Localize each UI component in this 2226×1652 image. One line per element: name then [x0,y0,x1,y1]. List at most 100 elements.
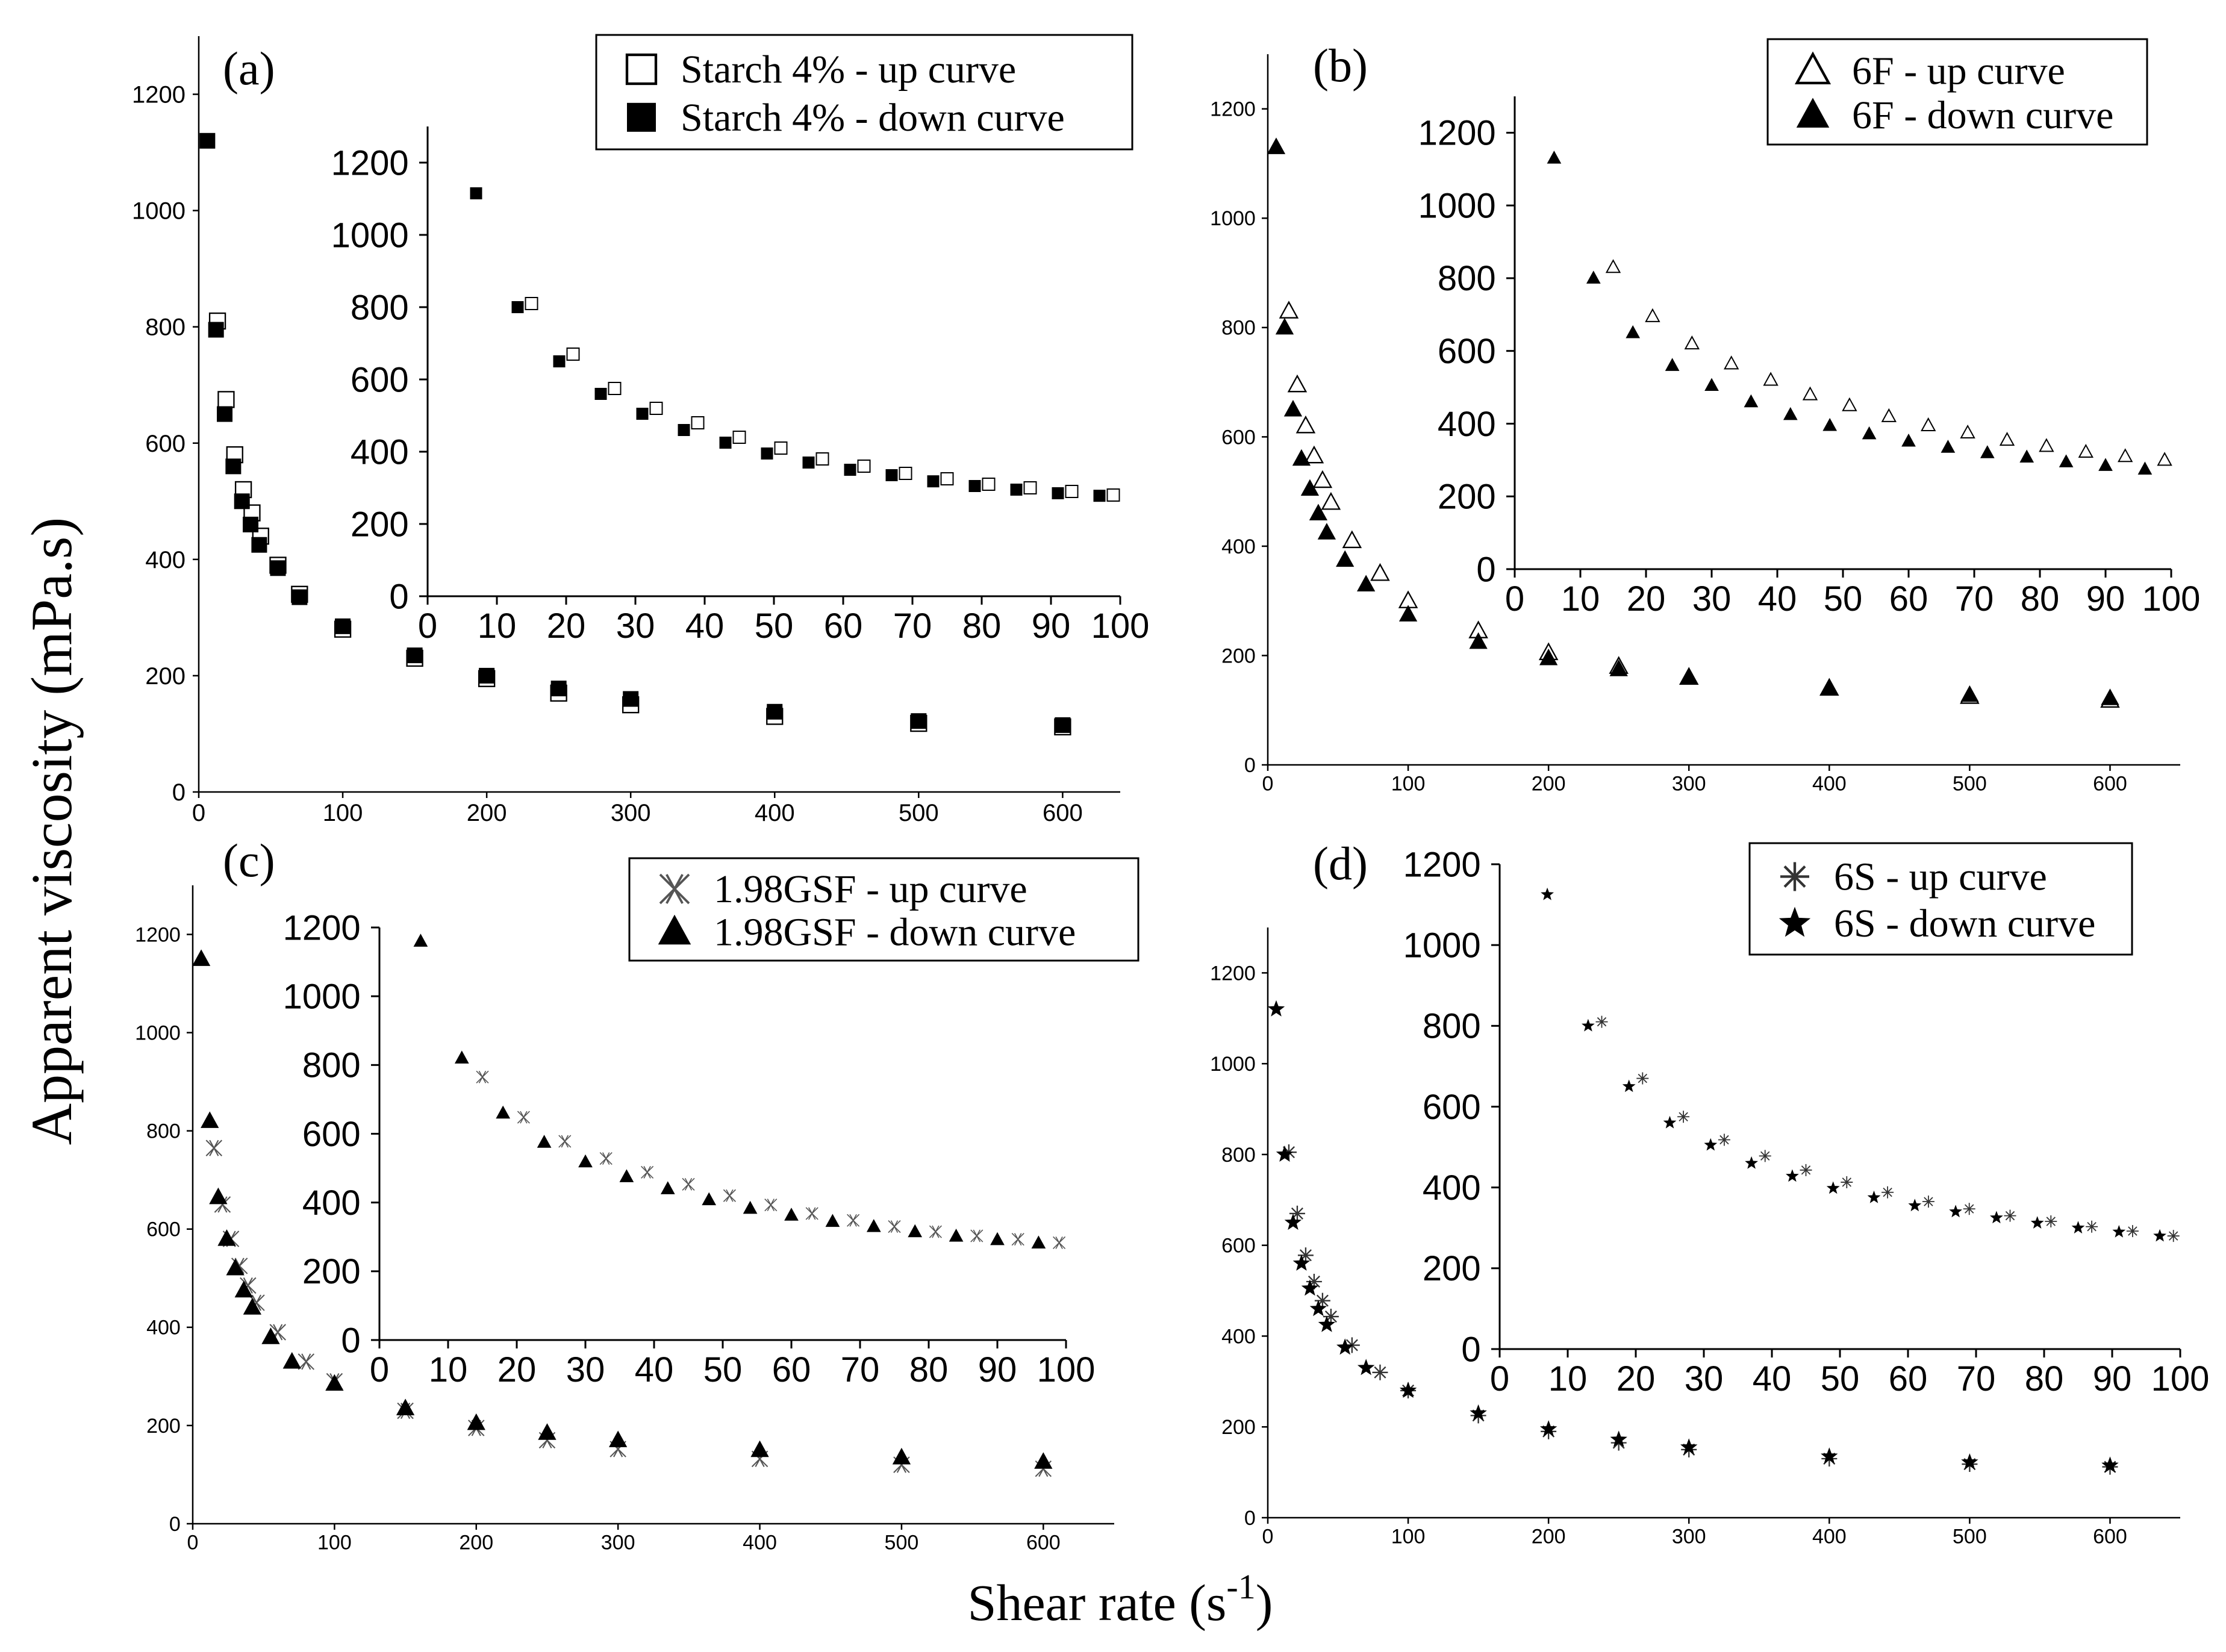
panel-d-legend-label: 6S - down curve [1834,902,2095,946]
panel-d-main-down-point [1267,1000,1285,1017]
panel-b-inset-down-point [1704,378,1719,391]
panel-c-main-down-point [750,1440,769,1457]
panel-d-main-down-point [1301,1279,1319,1296]
panel-c-inset-up-point [847,1214,860,1227]
panel-a-main-y-tick-label: 400 [145,547,186,573]
panel-a-main-down-point [217,406,233,422]
x-axis-label-close: ) [1256,1574,1273,1632]
panel-b-main-y-tick-label: 0 [1244,754,1256,777]
panel-d-main-down-point [1961,1453,1978,1470]
panel-d-main-x-tick-label: 500 [1953,1525,1987,1548]
panel-c-main-y-tick-label: 600 [146,1218,181,1241]
panel-d-main-down-point [1821,1447,1838,1464]
panel-a-inset-up-point [608,382,622,395]
x-axis-label-superscript: -1 [1226,1567,1255,1606]
panel-c-inset-x-tick-label: 80 [909,1350,949,1389]
panel-d-inset-down-point [1704,1138,1718,1151]
panel-b-inset-up-point [2118,448,2133,463]
panel-b-inset-down-point [2059,454,2074,467]
panel-a-inset-x-tick-label: 90 [1032,606,1071,646]
panel-c-inset-up-point [1053,1236,1066,1250]
panel-b-inset-down-point [1901,433,1916,447]
panel-d-inset-y-tick-label: 200 [1423,1249,1481,1288]
panel-b-main-x-tick-label: 200 [1532,772,1566,795]
panel-b-main-x-tick-label: 400 [1812,772,1847,795]
panel-a-inset-x-tick-label: 0 [418,606,437,646]
panel-a-inset-down-point [968,480,981,492]
panel-b-inset-y-tick-label: 600 [1438,332,1496,371]
panel-a-inset-x-tick-label: 70 [893,606,932,646]
panel-c-main-down-point [538,1423,556,1440]
panel-c-inset-up-point [970,1229,984,1242]
panel-a-inset-down-point [1010,484,1023,496]
panel-c-inset-down-point [496,1105,511,1119]
panel-c-main-down-point [192,949,211,966]
panel-c-inset-down-point [660,1181,675,1194]
panel-a-main-down-point [225,458,242,475]
panel-b-legend-marker [1794,51,1832,85]
y-axis-label: Apparent viscosity (mPa.s) [19,517,84,1145]
panel-b: 0 100 200 300 400 500 600020040060080010001200… [1210,38,2201,795]
panel-b-main-x-tick-label: 500 [1953,772,1987,795]
panels-layer: 0 100 200 300 400 500 600020040060080010001200… [132,34,2209,1554]
panel-d-main-down-point [1610,1430,1627,1447]
panel-c-main-x-tick-label: 400 [743,1531,777,1554]
panel-c-main-y-tick-label: 1200 [135,923,181,946]
panel-c-main-down-point [217,1229,236,1246]
panel-d-inset-down-point [2153,1229,2166,1242]
panel-a-inset-down-point [844,464,856,476]
panel-d-inset-down-point [1786,1169,1799,1182]
panel-d-main-up-point [1289,1205,1305,1221]
panel-c-main-up-point [538,1432,556,1449]
panel-c-inset-down-point [990,1232,1005,1245]
panel-c-main-down-point [467,1413,485,1430]
panel-d-main-down-point [1336,1338,1354,1355]
panel-c-main-down-point [201,1111,219,1128]
panel-d-inset-up-point [1922,1195,1934,1208]
panel-d-inset-up-point [2086,1220,2098,1233]
panel-d-main-up-point [1297,1247,1314,1264]
panel-b-inset-down-point [1586,270,1601,284]
panel-b-inset-x-tick-label: 10 [1561,579,1600,619]
panel-c-main-y-tick-label: 0 [169,1513,181,1536]
panel-c-main-up-point [231,1258,248,1274]
panel-c-inset-down-point [619,1169,634,1182]
panel-b-main-up-point [1342,530,1362,549]
panel-a: 0 100 200 300 400 500 600020040060080010001200… [132,34,1149,826]
panel-a-inset-up-point [566,348,580,361]
panel-c-inset-up-point [682,1177,695,1191]
panel-a-inset-down-point [511,301,524,313]
panel-c-main-down-point [892,1447,911,1465]
panel-b-label: (b) [1313,39,1368,92]
panel-d-main-y-tick-label: 1200 [1210,962,1256,985]
panel-d-main-down-point [1292,1254,1311,1271]
panel-a-inset-down-point [470,187,482,199]
panel-d-inset-y-tick-label: 1200 [1403,845,1481,884]
panel-b-main-up-point [1295,415,1316,434]
panel-b-inset-up-point [1921,417,1936,431]
panel-b-inset-x-tick-label: 100 [2142,579,2201,619]
panel-a-main-x-tick-label: 600 [1043,800,1083,826]
panel-b-inset-up-point [1842,397,1857,411]
panel-b-main-down-point [1267,137,1286,154]
panel-c: 0 100 200 300 400 500 600020040060080010001200… [135,834,1140,1554]
panel-d-inset-x-tick-label: 20 [1616,1359,1656,1398]
panel-a-inset-down-point [678,424,690,436]
panel-d-main-down-point [2101,1456,2119,1473]
panel-d-inset-up-point [1595,1015,1608,1028]
panel-b-inset-up-point [2157,452,2172,466]
panel-a-inset-down-point [553,355,566,367]
panel-d-main-up-point [1314,1292,1330,1309]
panel-d-main-down-point [1318,1315,1336,1332]
panel-c-inset-up-point [1011,1233,1024,1246]
panel-d-main-down-point [1399,1382,1417,1398]
panel-d-main-down-point [1539,1420,1557,1437]
panel-b-inset-down-point [1665,358,1680,371]
panel-b-main-down-point [1609,659,1628,676]
panel-b-inset-down-point [2098,458,2113,471]
panel-a-inset-down-point [719,437,732,449]
panel-d-inset-x-tick-label: 0 [1490,1359,1509,1398]
panel-b-inset-down-point [1626,325,1641,338]
panel-d: 0 100 200 300 400 500 600020040060080010001200… [1210,837,2209,1548]
panel-d-main-x-tick-label: 400 [1812,1525,1847,1548]
